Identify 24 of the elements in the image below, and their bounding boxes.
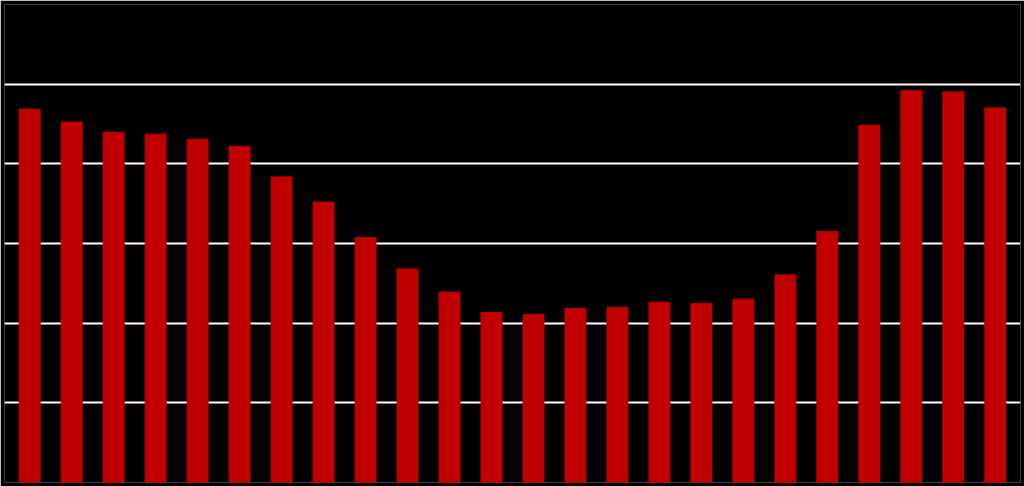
bar xyxy=(354,237,377,483)
bar xyxy=(396,268,419,483)
bar xyxy=(606,306,629,483)
bar xyxy=(270,176,293,483)
bar xyxy=(18,108,41,483)
bar xyxy=(984,107,1007,483)
bar xyxy=(228,145,251,483)
bar xyxy=(144,133,167,483)
bar xyxy=(480,311,503,483)
bar xyxy=(648,301,671,483)
bar xyxy=(690,302,713,483)
bar xyxy=(60,121,83,483)
bar xyxy=(312,201,335,483)
bar xyxy=(186,138,209,483)
bar xyxy=(816,230,839,483)
bar xyxy=(564,308,587,483)
bar xyxy=(774,274,797,483)
bar xyxy=(900,90,923,483)
bar xyxy=(522,313,545,483)
bar xyxy=(438,291,461,483)
bar xyxy=(102,131,125,483)
bar xyxy=(732,298,755,483)
bar xyxy=(942,91,965,483)
bar xyxy=(858,124,881,483)
